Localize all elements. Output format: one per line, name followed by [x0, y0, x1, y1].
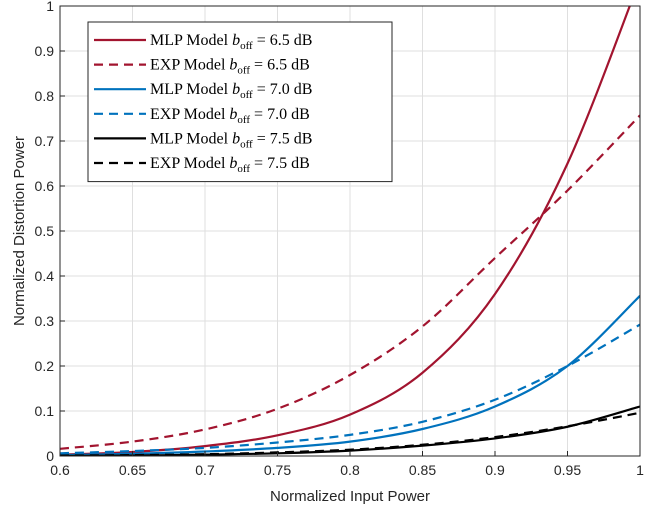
- series-lines: [60, 6, 640, 456]
- legend-entry: EXP Model boff = 7.5 dB: [150, 155, 310, 175]
- y-tick-label: 0.8: [35, 88, 55, 104]
- x-axis-ticks: 0.6 0.65 0.7 0.75 0.8 0.85 0.9 0.95 1: [50, 451, 644, 478]
- series-line-5: [60, 411, 640, 456]
- y-axis-ticks: 0 0.1 0.2 0.3 0.4 0.5 0.6 0.7 0.8 0.9 1: [35, 0, 65, 464]
- legend-entry: MLP Model boff = 7.0 dB: [150, 81, 312, 101]
- x-tick-label: 0.8: [340, 462, 360, 478]
- legend-entry: MLP Model boff = 7.5 dB: [150, 130, 312, 150]
- legend-entry: EXP Model boff = 7.0 dB: [150, 106, 310, 126]
- y-tick-label: 0: [46, 448, 54, 464]
- y-tick-label: 0.9: [35, 43, 55, 59]
- y-tick-label: 1: [46, 0, 54, 14]
- x-tick-label: 0.75: [264, 462, 291, 478]
- series-line-2: [60, 295, 640, 456]
- y-tick-label: 0.2: [35, 358, 55, 374]
- series-line-1: [60, 114, 640, 450]
- x-tick-label: 1: [636, 462, 644, 478]
- legend-entry: EXP Model boff = 6.5 dB: [150, 57, 310, 77]
- y-tick-label: 0.5: [35, 223, 55, 239]
- y-tick-label: 0.4: [35, 268, 55, 284]
- legend-entry: MLP Model boff = 6.5 dB: [150, 32, 312, 52]
- x-tick-label: 0.65: [119, 462, 146, 478]
- y-tick-label: 0.1: [35, 403, 55, 419]
- x-tick-label: 0.7: [195, 462, 215, 478]
- legend: MLP Model boff = 6.5 dB EXP Model boff = …: [87, 21, 393, 183]
- x-tick-label: 0.95: [554, 462, 581, 478]
- y-tick-label: 0.6: [35, 178, 55, 194]
- x-tick-label: 0.85: [409, 462, 436, 478]
- series-line-3: [60, 323, 640, 455]
- y-tick-label: 0.7: [35, 133, 55, 149]
- x-axis-label: Normalized Input Power: [270, 488, 430, 505]
- x-tick-label: 0.6: [50, 462, 70, 478]
- x-tick-label: 0.9: [485, 462, 505, 478]
- legend-box: [87, 21, 393, 183]
- y-axis-label: Normalized Distortion Power: [11, 136, 28, 326]
- y-tick-label: 0.3: [35, 313, 55, 329]
